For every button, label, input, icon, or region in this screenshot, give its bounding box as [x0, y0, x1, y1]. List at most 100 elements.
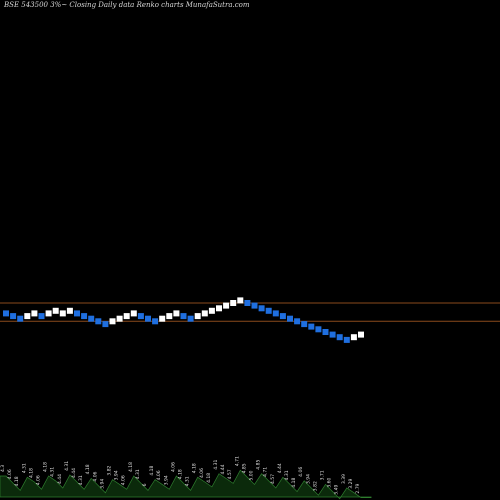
renko-brick-down — [301, 321, 308, 328]
renko-brick-down — [17, 315, 24, 322]
volume-label: 4.06 — [92, 471, 98, 481]
volume-label: 4.85 — [256, 460, 262, 470]
volume-label: 4.31 — [21, 463, 27, 473]
renko-brick-up — [166, 313, 173, 320]
renko-brick-down — [336, 334, 343, 341]
volume-label: 4.18 — [291, 477, 297, 487]
renko-brick-up — [31, 310, 38, 317]
renko-brick-up — [109, 318, 116, 325]
volume-label: 4.31 — [135, 469, 141, 479]
volume-label: 3.60 — [327, 477, 333, 487]
renko-brick-down — [95, 318, 102, 325]
volume-label: 4.44 — [220, 464, 226, 474]
renko-brick-up — [173, 310, 180, 317]
volume-label: 4.3 — [0, 465, 6, 472]
renko-brick-up — [194, 313, 201, 320]
renko-brick-down — [10, 313, 17, 320]
renko-brick-down — [81, 313, 88, 320]
volume-label: 4.31 — [50, 467, 56, 477]
renko-brick-up — [123, 313, 130, 320]
volume-label: 6 — [142, 483, 148, 486]
renko-brick-up — [230, 300, 237, 306]
volume-label: 3.49 — [334, 485, 340, 495]
volume-area — [0, 469, 372, 500]
volume-label: 4.06 — [199, 468, 205, 478]
volume-label: 4.31 — [185, 476, 191, 486]
volume-label: 2.79 — [355, 483, 361, 493]
volume-label: 4.06 — [121, 475, 127, 485]
volume-label: 4.31 — [213, 460, 219, 470]
chart-title: BSE 543500 3%~ Closing Daily data Renko … — [4, 1, 250, 9]
volume-label: 3.94 — [163, 475, 169, 485]
renko-brick-up — [59, 310, 66, 317]
renko-brick-down — [3, 310, 9, 317]
renko-brick-up — [216, 305, 222, 312]
renko-brick-up — [116, 315, 123, 322]
renko-brick-down — [258, 305, 265, 312]
volume-label: 4.18 — [178, 469, 184, 479]
volume-label: 4.06 — [298, 467, 304, 477]
volume-label: 3.94 — [305, 474, 311, 484]
volume-label: 4.71 — [263, 467, 269, 477]
renko-brick-down — [187, 315, 194, 322]
volume-label: 4.06 — [36, 475, 42, 485]
renko-brick-down — [315, 326, 322, 333]
volume-label: 4.18 — [14, 476, 20, 486]
renko-brick-up — [45, 310, 52, 317]
renko-brick-up — [208, 307, 215, 314]
renko-brick-down — [322, 329, 329, 335]
volume-label: 4.85 — [241, 463, 247, 473]
volume-label: 4.31 — [284, 470, 290, 480]
volume-label: 4.31 — [64, 461, 70, 471]
renko-brick-down — [88, 315, 95, 322]
renko-brick-down — [74, 310, 80, 317]
volume-label: 4.18 — [43, 462, 49, 472]
renko-brick-down — [152, 318, 159, 325]
volume-label: 4.57 — [227, 469, 233, 479]
renko-brick-down — [279, 313, 286, 320]
volume-label: 4.18 — [85, 464, 91, 474]
renko-brick-down — [137, 313, 144, 320]
renko-brick-down — [265, 307, 272, 314]
renko-brick-down — [308, 323, 315, 330]
volume-label: 4.06 — [170, 462, 176, 472]
volume-label: 4.18 — [28, 468, 34, 478]
volume-label: 3.82 — [312, 481, 318, 491]
renko-brick-down — [294, 318, 301, 325]
volume-label: 3.71 — [320, 470, 326, 480]
volume-label: 3.82 — [107, 465, 113, 475]
renko-brick-down — [102, 321, 109, 328]
volume-label: 4.06 — [7, 469, 13, 479]
volume-label: 4.44 — [71, 468, 77, 478]
renko-brick-down — [329, 331, 336, 338]
renko-brick-down — [180, 313, 187, 320]
renko-brick-down — [244, 300, 251, 306]
volume-label: 4.44 — [277, 463, 283, 473]
volume-label: 4.31 — [78, 475, 84, 485]
volume-label: 4.06 — [156, 470, 162, 480]
renko-brick-down — [145, 315, 151, 322]
volume-label: 4.18 — [192, 463, 198, 473]
renko-brick-down — [38, 313, 45, 320]
renko-brick-down — [251, 302, 258, 309]
volume-label: 4.18 — [206, 473, 212, 483]
volume-label: 4.44 — [57, 474, 63, 484]
renko-brick-down — [272, 310, 279, 317]
renko-brick-down — [287, 315, 293, 322]
renko-brick-up — [237, 297, 244, 304]
renko-brick-down — [343, 336, 350, 343]
volume-label: 3.94 — [114, 470, 120, 480]
volume-label: 4.71 — [234, 456, 240, 466]
renko-brick-up — [159, 315, 166, 322]
volume-label: 4.18 — [149, 465, 155, 475]
volume-label: 3.94 — [99, 479, 105, 489]
volume-label: 4.18 — [128, 462, 134, 472]
volume-label: 3.39 — [341, 474, 347, 484]
renko-brick-up — [223, 302, 230, 309]
renko-brick-up — [358, 331, 364, 338]
renko-brick-up — [201, 310, 208, 317]
renko-brick-up — [350, 334, 357, 341]
volume-label: 5.00 — [249, 470, 255, 480]
